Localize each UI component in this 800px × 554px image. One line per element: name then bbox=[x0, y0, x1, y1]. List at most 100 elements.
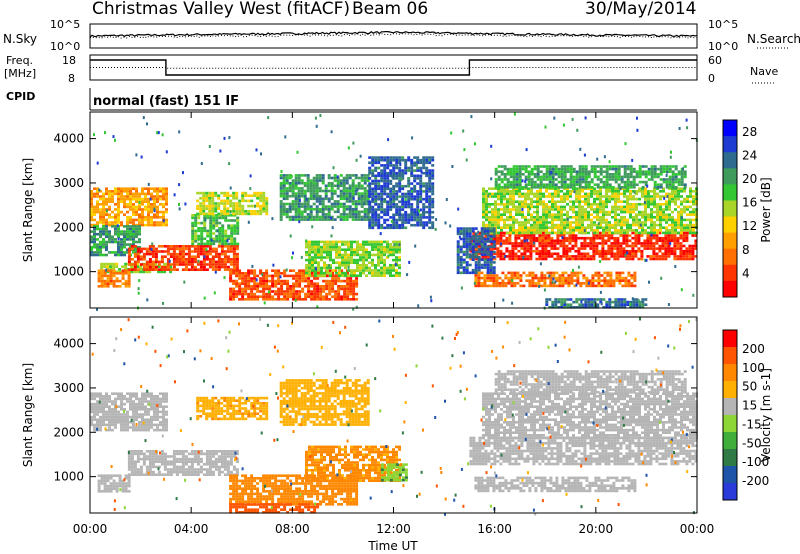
power-cell bbox=[315, 194, 319, 198]
power-cell bbox=[184, 268, 188, 271]
power-cell bbox=[313, 285, 317, 288]
power-cell bbox=[202, 247, 206, 251]
power-cell bbox=[226, 265, 230, 269]
power-cell bbox=[206, 214, 210, 217]
power-cell bbox=[422, 182, 426, 185]
power-cell bbox=[371, 223, 375, 227]
power-cell bbox=[141, 200, 144, 203]
power-cell bbox=[389, 161, 393, 165]
power-cell bbox=[598, 255, 602, 258]
power-cell bbox=[320, 253, 323, 257]
power-cell bbox=[604, 242, 608, 245]
power-cell bbox=[109, 274, 113, 278]
power-cell bbox=[511, 249, 515, 253]
power-cell bbox=[374, 240, 377, 244]
power-cell bbox=[535, 252, 539, 256]
power-cell bbox=[625, 255, 629, 258]
power-cell bbox=[652, 244, 656, 248]
power-cell bbox=[416, 221, 420, 224]
power-cell bbox=[510, 274, 514, 277]
power-cell bbox=[229, 260, 233, 264]
power-cell bbox=[374, 216, 378, 219]
power-cell bbox=[286, 282, 290, 285]
power-cell bbox=[244, 279, 248, 283]
power-cell bbox=[512, 229, 515, 232]
power-cell bbox=[159, 195, 162, 198]
power-cell bbox=[401, 174, 405, 178]
power-cell bbox=[691, 244, 695, 248]
power-cell bbox=[493, 257, 497, 261]
power-cell bbox=[377, 218, 381, 222]
power-cell bbox=[671, 223, 674, 227]
power-cell bbox=[428, 177, 432, 180]
power-cell bbox=[126, 192, 129, 196]
power-cell bbox=[102, 208, 105, 211]
power-cell bbox=[517, 236, 521, 240]
power-cell bbox=[510, 271, 514, 275]
power-cell bbox=[93, 243, 96, 246]
power-cell bbox=[407, 190, 411, 193]
power-cell bbox=[541, 239, 545, 243]
power-cell bbox=[328, 298, 332, 301]
power-cell bbox=[521, 203, 524, 206]
power-cell bbox=[212, 242, 216, 246]
power-cell bbox=[360, 218, 364, 221]
power-cell bbox=[336, 202, 340, 206]
power-cell bbox=[150, 192, 153, 196]
power-cell bbox=[247, 212, 251, 216]
power-cell bbox=[294, 197, 298, 201]
power-cell bbox=[309, 210, 313, 214]
power-cell bbox=[392, 177, 396, 180]
power-cell bbox=[629, 197, 632, 201]
power-cell bbox=[235, 202, 239, 205]
power-cell bbox=[492, 284, 496, 288]
power-cell bbox=[153, 221, 156, 224]
power-cell bbox=[570, 282, 574, 285]
power-cell bbox=[520, 257, 524, 261]
power-cell bbox=[584, 216, 587, 219]
power-cell bbox=[169, 252, 173, 256]
power-cell bbox=[565, 244, 569, 248]
power-cell bbox=[624, 279, 628, 282]
power-cell bbox=[431, 226, 435, 230]
power-cell bbox=[105, 203, 108, 206]
power-cell bbox=[172, 260, 176, 264]
power-cell bbox=[105, 200, 108, 203]
power-cell bbox=[506, 190, 509, 193]
power-cell bbox=[138, 205, 141, 209]
power-cell bbox=[513, 271, 517, 275]
power-cell bbox=[392, 166, 396, 170]
power-cell bbox=[292, 298, 296, 301]
power-cell bbox=[256, 191, 260, 195]
power-cell bbox=[506, 208, 509, 211]
power-cell bbox=[580, 244, 584, 248]
power-cell bbox=[545, 231, 548, 235]
power-cell bbox=[504, 284, 508, 288]
power-cell bbox=[96, 245, 99, 249]
power-cell bbox=[232, 212, 236, 216]
power-cell bbox=[301, 290, 305, 293]
power-cell bbox=[338, 269, 341, 272]
power-cell bbox=[306, 179, 310, 182]
power-cell bbox=[194, 214, 198, 217]
power-cell bbox=[326, 243, 329, 246]
power-cell bbox=[566, 167, 570, 171]
power-cell bbox=[371, 226, 375, 230]
power-cell bbox=[619, 249, 623, 253]
power-cell bbox=[135, 251, 138, 254]
power-cell bbox=[633, 274, 637, 277]
power-cell bbox=[130, 247, 134, 251]
power-cell bbox=[673, 249, 677, 253]
power-cell bbox=[523, 236, 527, 240]
power-cell bbox=[480, 282, 484, 285]
power-cell bbox=[595, 249, 599, 253]
power-cell bbox=[554, 226, 557, 229]
power-cell bbox=[653, 229, 656, 232]
power-cell bbox=[90, 245, 93, 249]
power-cell bbox=[114, 230, 117, 233]
power-cell bbox=[496, 255, 500, 258]
power-cell bbox=[365, 256, 368, 259]
power-cell bbox=[635, 190, 638, 193]
power-cell bbox=[529, 244, 533, 248]
power-cell bbox=[120, 245, 123, 249]
